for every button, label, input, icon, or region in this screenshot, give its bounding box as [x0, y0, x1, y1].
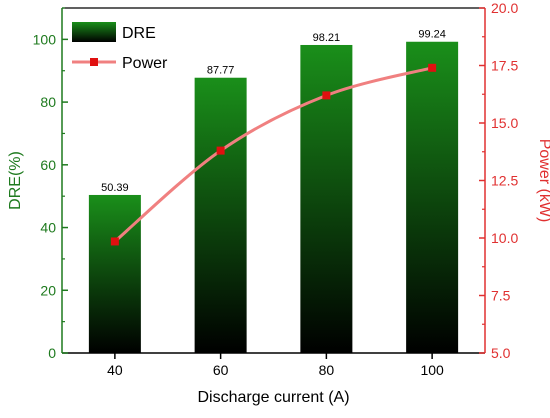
left-y-axis-title: DRE(%) — [7, 151, 24, 210]
left-tick-label: 20 — [40, 282, 56, 298]
power-point-40 — [110, 237, 119, 246]
right-tick-label: 15.0 — [491, 115, 518, 131]
legend-dre-label: DRE — [122, 25, 156, 42]
legend-power-label: Power — [122, 55, 168, 72]
dre-bar-value-label: 98.21 — [313, 32, 341, 44]
right-tick-label: 10.0 — [491, 230, 518, 246]
dre-bar-value-label: 87.77 — [207, 65, 235, 77]
right-tick-label: 17.5 — [491, 58, 518, 74]
left-tick-label: 80 — [40, 94, 56, 110]
power-line-layer — [110, 63, 437, 246]
x-tick-label: 80 — [319, 362, 335, 378]
right-tick-label: 20.0 — [491, 0, 518, 16]
power-line — [113, 66, 433, 243]
left-tick-label: 60 — [40, 157, 56, 173]
right-y-axis-title: Power (kW) — [536, 139, 550, 223]
power-point-80 — [322, 91, 331, 100]
legend: DRE Power — [72, 22, 168, 72]
x-axis-title: Discharge current (A) — [197, 389, 349, 406]
axes-layer: 0 20 40 60 80 100 5.0 7.5 10.0 12.5 15.0 17.5 20.0 40… — [7, 0, 550, 406]
dre-bar-80 — [300, 44, 353, 354]
x-tick-label: 60 — [213, 362, 229, 378]
dre-bar-value-label: 99.24 — [418, 29, 446, 41]
right-tick-label: 5.0 — [491, 345, 511, 361]
right-tick-label: 7.5 — [491, 288, 511, 304]
legend-dre-swatch — [72, 22, 116, 42]
dre-bar-60 — [194, 77, 247, 353]
x-tick-label: 100 — [420, 362, 444, 378]
power-point-100 — [428, 63, 437, 72]
x-tick-label: 40 — [107, 362, 123, 378]
dre-bar-100 — [406, 41, 459, 353]
power-point-60 — [216, 146, 225, 155]
dre-bar-value-label: 50.39 — [101, 182, 129, 194]
right-tick-label: 12.5 — [491, 173, 518, 189]
dre-bar-40 — [88, 194, 141, 353]
left-tick-label: 40 — [40, 220, 56, 236]
left-tick-label: 0 — [48, 345, 56, 361]
left-tick-label: 100 — [33, 31, 57, 47]
bars-layer: 50.39 87.77 98.21 99.24 — [88, 29, 459, 354]
legend-power-marker — [90, 58, 98, 66]
